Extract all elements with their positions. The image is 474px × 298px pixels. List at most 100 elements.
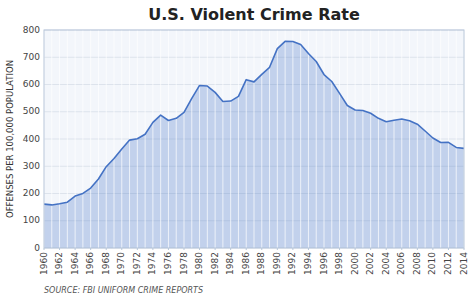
- x-grid-line: [456, 30, 457, 248]
- x-tick-label: 1992: [287, 252, 297, 275]
- x-grid-line: [90, 30, 91, 248]
- x-axis: 1960196219641966196819701972197419761978…: [39, 248, 469, 275]
- y-tick-label: 400: [23, 134, 40, 144]
- x-grid-line: [152, 30, 153, 248]
- x-grid-line: [160, 30, 161, 248]
- x-tick: [464, 248, 465, 250]
- x-grid-line: [370, 30, 371, 248]
- x-tick: [277, 248, 278, 250]
- plot-frame: [44, 30, 464, 248]
- x-tick: [215, 248, 216, 250]
- source-annotation: SOURCE: FBI UNIFORM CRIME REPORTS: [44, 286, 203, 295]
- x-grid-line: [448, 30, 449, 248]
- x-grid-line: [222, 30, 223, 248]
- x-tick: [137, 248, 138, 250]
- x-grid-line: [184, 30, 185, 248]
- x-tick: [90, 248, 91, 250]
- x-tick-label: 1990: [272, 252, 282, 275]
- x-grid-line: [75, 30, 76, 248]
- y-tick-label: 700: [23, 52, 40, 62]
- x-tick: [339, 248, 340, 250]
- x-tick: [370, 248, 371, 250]
- x-tick: [261, 248, 262, 250]
- x-tick: [44, 248, 45, 250]
- grid: [44, 30, 464, 248]
- x-tick-label: 1964: [70, 252, 80, 275]
- x-grid-line: [82, 30, 83, 248]
- x-tick-label: 1980: [194, 252, 204, 275]
- data: [44, 30, 464, 248]
- x-grid-line: [401, 30, 402, 248]
- x-tick: [230, 248, 231, 250]
- x-grid-line: [324, 30, 325, 248]
- x-grid-line: [254, 30, 255, 248]
- x-tick-label: 1962: [54, 252, 64, 275]
- x-grid-line: [145, 30, 146, 248]
- x-tick: [168, 248, 169, 250]
- x-tick: [152, 248, 153, 250]
- x-tick-label: 1970: [116, 252, 126, 275]
- x-tick: [246, 248, 247, 250]
- x-grid-line: [238, 30, 239, 248]
- y-tick-label: 600: [23, 79, 40, 89]
- line: [44, 41, 464, 205]
- x-grid-line: [199, 30, 200, 248]
- x-grid-line: [331, 30, 332, 248]
- x-tick-label: 2014: [459, 252, 469, 275]
- x-tick-label: 1998: [334, 252, 344, 275]
- x-grid-line: [308, 30, 309, 248]
- x-tick-label: 2000: [350, 252, 360, 275]
- x-grid-line: [285, 30, 286, 248]
- x-tick-label: 1966: [85, 252, 95, 275]
- x-tick-label: 1986: [241, 252, 251, 275]
- x-grid-line: [129, 30, 130, 248]
- x-grid-line: [51, 30, 52, 248]
- y-tick-label: 0: [34, 243, 40, 253]
- x-tick: [121, 248, 122, 250]
- x-grid-line: [394, 30, 395, 248]
- x-grid-line: [347, 30, 348, 248]
- plot-background: [44, 30, 464, 248]
- x-grid-line: [409, 30, 410, 248]
- x-tick-label: 1984: [225, 252, 235, 275]
- x-grid-line: [207, 30, 208, 248]
- y-tick-label: 500: [23, 106, 40, 116]
- x-tick-label: 2012: [443, 252, 453, 275]
- x-tick: [355, 248, 356, 250]
- x-tick: [417, 248, 418, 250]
- x-grid-line: [98, 30, 99, 248]
- title: U.S. Violent Crime Rate: [148, 5, 360, 24]
- x-tick-label: 2010: [427, 252, 437, 275]
- x-grid-line: [440, 30, 441, 248]
- x-grid-line: [300, 30, 301, 248]
- x-tick: [432, 248, 433, 250]
- x-grid-line: [215, 30, 216, 248]
- x-tick: [324, 248, 325, 250]
- y-axis: 0100200300400500600700800: [23, 25, 40, 253]
- x-grid-line: [67, 30, 68, 248]
- y-tick-label: 200: [23, 188, 40, 198]
- x-grid-line: [425, 30, 426, 248]
- x-grid-line: [230, 30, 231, 248]
- x-tick: [106, 248, 107, 250]
- x-grid-line: [362, 30, 363, 248]
- x-grid-line: [246, 30, 247, 248]
- x-grid-line: [59, 30, 60, 248]
- x-tick: [59, 248, 60, 250]
- x-tick: [199, 248, 200, 250]
- y-tick-label: 300: [23, 161, 40, 171]
- x-tick-label: 1960: [39, 252, 49, 275]
- x-tick-label: 2008: [412, 252, 422, 275]
- x-grid-line: [292, 30, 293, 248]
- x-grid-line: [355, 30, 356, 248]
- x-tick-label: 1982: [210, 252, 220, 275]
- x-grid-line: [168, 30, 169, 248]
- x-grid-line: [269, 30, 270, 248]
- x-tick: [308, 248, 309, 250]
- x-grid-line: [176, 30, 177, 248]
- x-grid-line: [114, 30, 115, 248]
- x-grid-line: [261, 30, 262, 248]
- x-tick-label: 1988: [256, 252, 266, 275]
- x-grid-line: [417, 30, 418, 248]
- x-grid-line: [339, 30, 340, 248]
